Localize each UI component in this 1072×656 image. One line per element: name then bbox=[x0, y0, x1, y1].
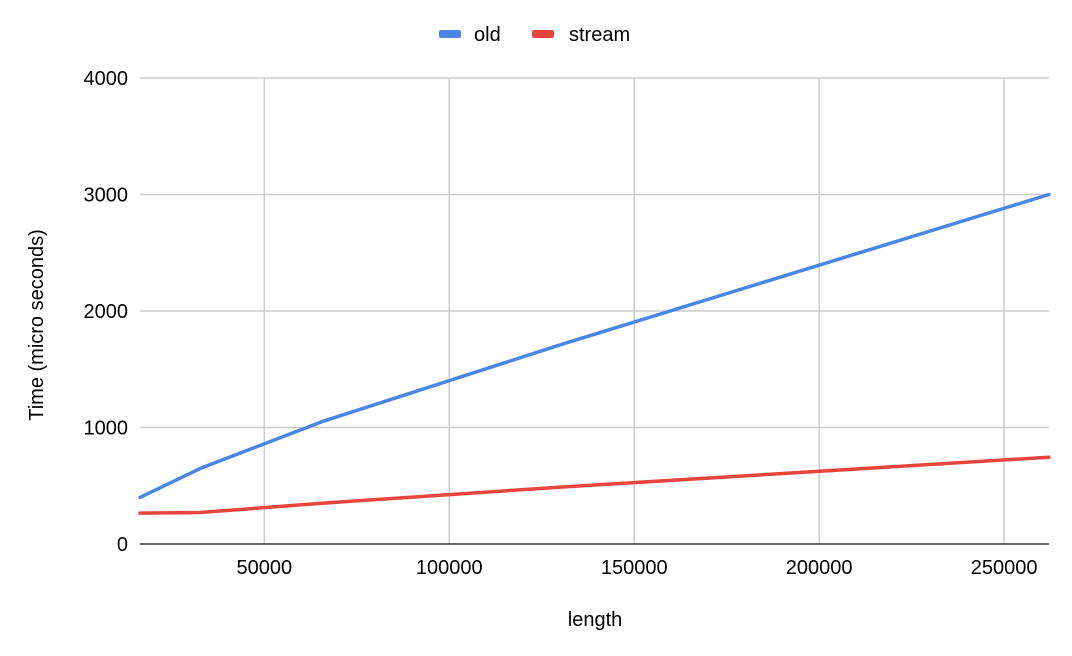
y-tick-label: 0 bbox=[117, 534, 128, 556]
grid bbox=[140, 77, 1049, 544]
y-axis-title: Time (micro seconds) bbox=[26, 229, 48, 421]
legend-label-stream: stream bbox=[569, 24, 630, 46]
x-tick-label: 200000 bbox=[786, 557, 853, 579]
series-line-old bbox=[138, 192, 1051, 500]
x-tick-label: 150000 bbox=[601, 557, 668, 579]
legend-swatch-stream bbox=[532, 30, 554, 38]
legend-label-old: old bbox=[474, 24, 501, 46]
x-tick-label: 250000 bbox=[971, 557, 1038, 579]
x-tick-label: 50000 bbox=[237, 557, 293, 579]
y-tick-label: 3000 bbox=[84, 185, 129, 207]
series bbox=[138, 192, 1051, 515]
y-tick-label: 4000 bbox=[84, 68, 129, 90]
axes: 0 1000 2000 3000 4000 50000 100000 150000 200000… bbox=[84, 68, 1049, 579]
legend: old stream bbox=[439, 24, 630, 46]
x-tick-label: 100000 bbox=[416, 557, 483, 579]
x-axis-title: length bbox=[568, 609, 623, 631]
y-tick-label: 2000 bbox=[84, 301, 129, 323]
legend-swatch-old bbox=[439, 30, 461, 38]
y-tick-label: 1000 bbox=[84, 418, 129, 440]
series-line-stream bbox=[138, 455, 1051, 515]
